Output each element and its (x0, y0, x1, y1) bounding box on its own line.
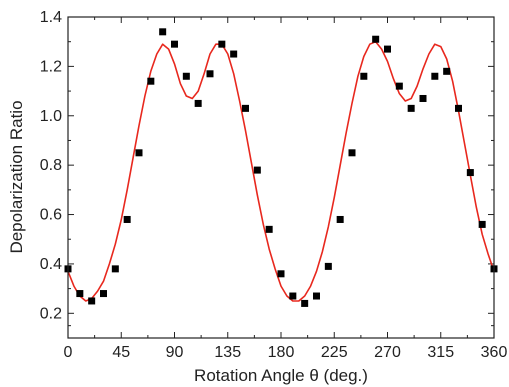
y-tick-label: 0.6 (40, 207, 62, 224)
y-tick-label: 1.4 (40, 9, 62, 26)
y-tick-label: 0.2 (40, 305, 62, 322)
data-point (301, 299, 309, 307)
data-point (384, 45, 391, 53)
x-tick-label: 180 (268, 344, 295, 361)
data-point (466, 169, 474, 177)
tick-labels-layer: 0 45 90 135 180 225 270 315 360 0.2 0.4 0.6 0.8 1.0 1.… (40, 9, 508, 361)
data-point (135, 149, 143, 157)
x-tick-label: 45 (112, 344, 130, 361)
y-axis-title: Depolarization Ratio (7, 100, 26, 253)
x-tick-label: 270 (374, 344, 401, 361)
data-point (76, 290, 84, 298)
data-point (218, 40, 226, 48)
data-point (206, 70, 214, 78)
data-point (194, 99, 202, 107)
data-point (88, 297, 96, 305)
data-point (111, 265, 119, 273)
data-point (443, 67, 451, 75)
plot-frame (67, 16, 495, 339)
data-point (313, 292, 320, 300)
points-layer (64, 28, 498, 307)
data-point (289, 292, 297, 300)
curve-layer (67, 40, 495, 302)
x-tick-label: 360 (481, 344, 508, 361)
data-point (147, 77, 155, 85)
data-point (242, 104, 249, 112)
data-point (100, 290, 107, 298)
data-point (455, 104, 462, 112)
data-point (419, 94, 427, 102)
data-point (123, 215, 131, 223)
data-point (431, 72, 439, 80)
fit-curve (67, 40, 495, 302)
y-tick-label: 1.0 (40, 108, 62, 125)
ticks-layer (67, 16, 495, 338)
data-point (324, 262, 332, 270)
data-point (159, 28, 167, 36)
y-tick-label: 1.2 (40, 58, 62, 75)
y-tick-label: 0.4 (40, 256, 62, 273)
data-point (348, 149, 356, 157)
x-tick-label: 135 (214, 344, 241, 361)
data-point (372, 35, 380, 43)
x-tick-label: 0 (64, 344, 73, 361)
data-point (395, 82, 403, 90)
y-tick-label: 0.8 (40, 157, 62, 174)
data-point (182, 72, 190, 80)
data-point (407, 104, 415, 112)
data-point (478, 220, 486, 228)
x-axis-title: Rotation Angle θ (deg.) (194, 366, 368, 385)
data-point (171, 40, 178, 48)
data-point (230, 50, 238, 58)
data-point (265, 225, 273, 233)
data-point (336, 215, 344, 223)
data-point (253, 166, 261, 174)
data-point (360, 72, 368, 80)
x-tick-label: 90 (166, 344, 184, 361)
data-point (277, 270, 285, 278)
x-tick-label: 315 (427, 344, 454, 361)
x-tick-label: 225 (321, 344, 348, 361)
